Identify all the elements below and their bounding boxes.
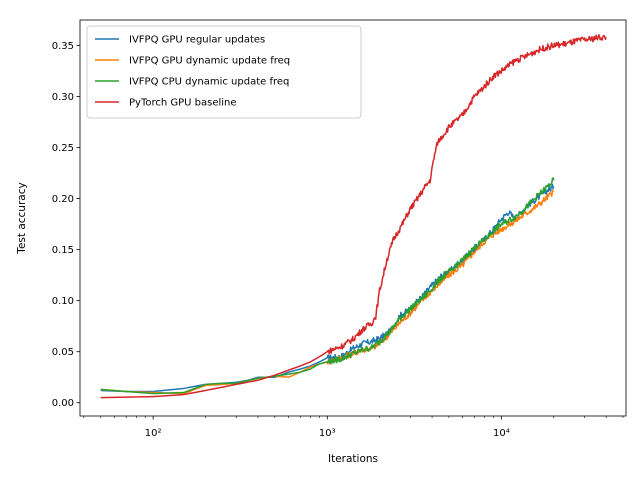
legend-entry: PyTorch GPU baseline bbox=[129, 98, 237, 109]
y-tick-label: 0.05 bbox=[52, 347, 74, 358]
y-tick-label: 0.30 bbox=[52, 92, 74, 103]
legend-entry: IVFPQ GPU regular updates bbox=[129, 35, 265, 46]
x-tick-label: 10³ bbox=[319, 428, 336, 439]
y-tick-label: 0.20 bbox=[52, 194, 74, 205]
series-line-3 bbox=[100, 34, 607, 399]
y-tick-label: 0.10 bbox=[52, 296, 74, 307]
legend-entry: IVFPQ GPU dynamic update freq bbox=[129, 56, 290, 67]
legend-box bbox=[86, 25, 362, 119]
series-line-2 bbox=[100, 177, 555, 395]
series-layer bbox=[100, 34, 607, 399]
y-tick-label: 0.35 bbox=[52, 41, 74, 52]
y-tick-label: 0.25 bbox=[52, 143, 74, 154]
y-tick-label: 0.15 bbox=[52, 245, 74, 256]
axes-layer: 0.00 0.05 0.10 0.15 0.20 0.25 0.30 0.35 10² 10³ 10… bbox=[52, 41, 624, 439]
plot-frame bbox=[79, 19, 627, 417]
x-axis-label: Iterations bbox=[328, 453, 378, 465]
y-axis-label: Test accuracy bbox=[16, 182, 28, 254]
x-tick-label: 10⁴ bbox=[493, 428, 510, 439]
legend: IVFPQ GPU regular updates IVFPQ GPU dynam… bbox=[86, 25, 362, 119]
x-tick-label: 10² bbox=[145, 428, 162, 439]
legend-entry: IVFPQ CPU dynamic update freq bbox=[129, 77, 289, 88]
y-tick-label: 0.00 bbox=[52, 398, 74, 409]
